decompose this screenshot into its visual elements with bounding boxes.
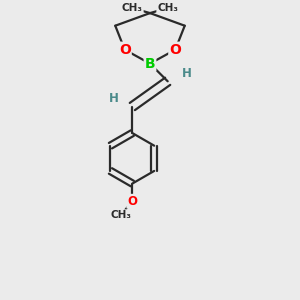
- Text: CH₃: CH₃: [110, 210, 131, 220]
- Text: CH₃: CH₃: [122, 3, 143, 13]
- Text: H: H: [182, 67, 192, 80]
- Text: O: O: [127, 195, 137, 208]
- Text: O: O: [119, 43, 131, 57]
- Text: H: H: [108, 92, 118, 106]
- Text: CH₃: CH₃: [157, 3, 178, 13]
- Text: B: B: [145, 57, 155, 70]
- Text: O: O: [169, 43, 181, 57]
